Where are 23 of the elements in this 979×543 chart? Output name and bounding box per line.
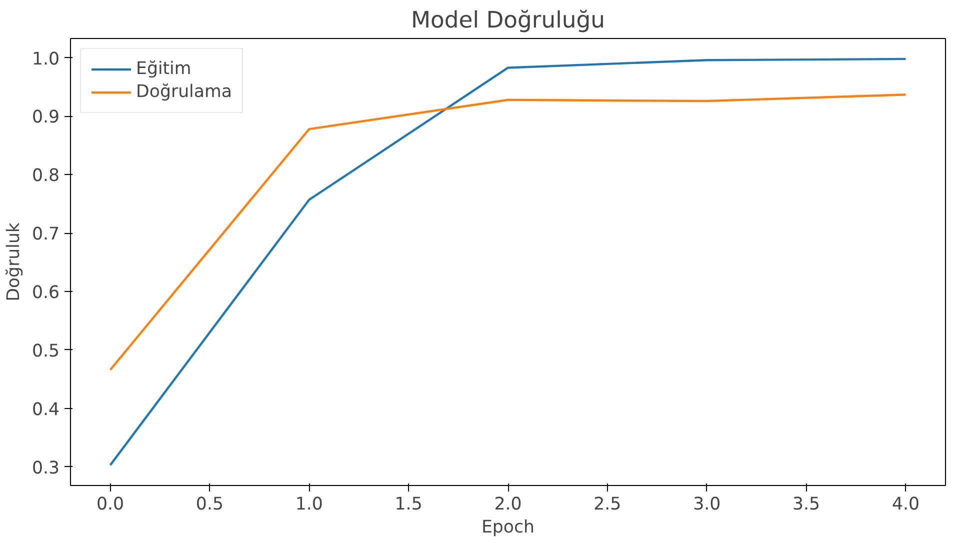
y-tick-label: 0.3	[32, 458, 60, 478]
x-tick-label: 0.0	[96, 494, 124, 514]
chart-title: Model Doğruluğu	[411, 8, 605, 34]
x-tick-label: 1.0	[295, 494, 323, 514]
x-tick-label: 2.5	[594, 494, 622, 514]
x-tick-label: 3.0	[693, 494, 721, 514]
y-tick-label: 0.5	[32, 341, 60, 362]
y-tick-label: 1.0	[32, 49, 60, 70]
x-tick-label: 0.5	[196, 494, 224, 514]
x-axis-title: Epoch	[481, 518, 535, 538]
y-tick-label: 0.7	[32, 224, 60, 245]
y-tick-label: 0.9	[32, 108, 60, 128]
legend-label: Eğitim	[136, 59, 192, 79]
y-tick-label: 0.8	[32, 166, 60, 186]
line-series	[109, 58, 907, 466]
x-tick-label: 2.0	[494, 494, 522, 514]
x-tick-label: 3.5	[792, 494, 820, 514]
y-tick-label: 0.4	[32, 400, 60, 420]
x-tick-label: 1.5	[394, 494, 422, 514]
legend-label: Doğrulama	[136, 82, 232, 102]
y-tick-label: 0.6	[32, 283, 60, 304]
x-tick-label: 4.0	[892, 494, 920, 514]
y-axis-title: Doğruluk	[4, 222, 24, 302]
